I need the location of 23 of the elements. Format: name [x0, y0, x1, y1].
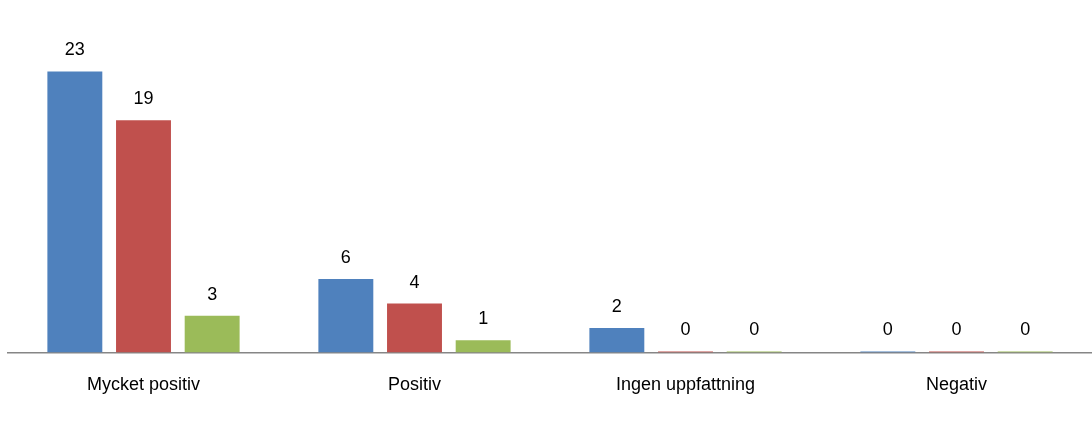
x-tick-label: Ingen uppfattning	[615, 374, 756, 395]
x-tick-label: Positiv	[387, 374, 442, 395]
data-label: 2	[611, 295, 622, 316]
x-tick-label: Mycket positiv	[86, 374, 201, 395]
data-label: 23	[64, 39, 85, 60]
bar	[47, 71, 103, 353]
bar	[455, 340, 511, 353]
bar	[184, 315, 240, 353]
bar	[589, 327, 645, 353]
data-label: 0	[882, 319, 893, 340]
bar	[116, 120, 171, 353]
data-label: 3	[207, 283, 218, 304]
data-label: 6	[340, 247, 351, 268]
x-tick-label: Negativ	[925, 374, 988, 395]
data-label: 0	[951, 319, 962, 340]
data-label: 0	[1020, 319, 1031, 340]
bar	[318, 279, 374, 353]
data-label: 0	[680, 319, 691, 340]
data-label: 1	[478, 308, 489, 329]
bar	[387, 303, 442, 353]
data-label: 0	[749, 319, 760, 340]
data-label: 19	[133, 88, 154, 109]
data-label: 4	[409, 271, 420, 292]
